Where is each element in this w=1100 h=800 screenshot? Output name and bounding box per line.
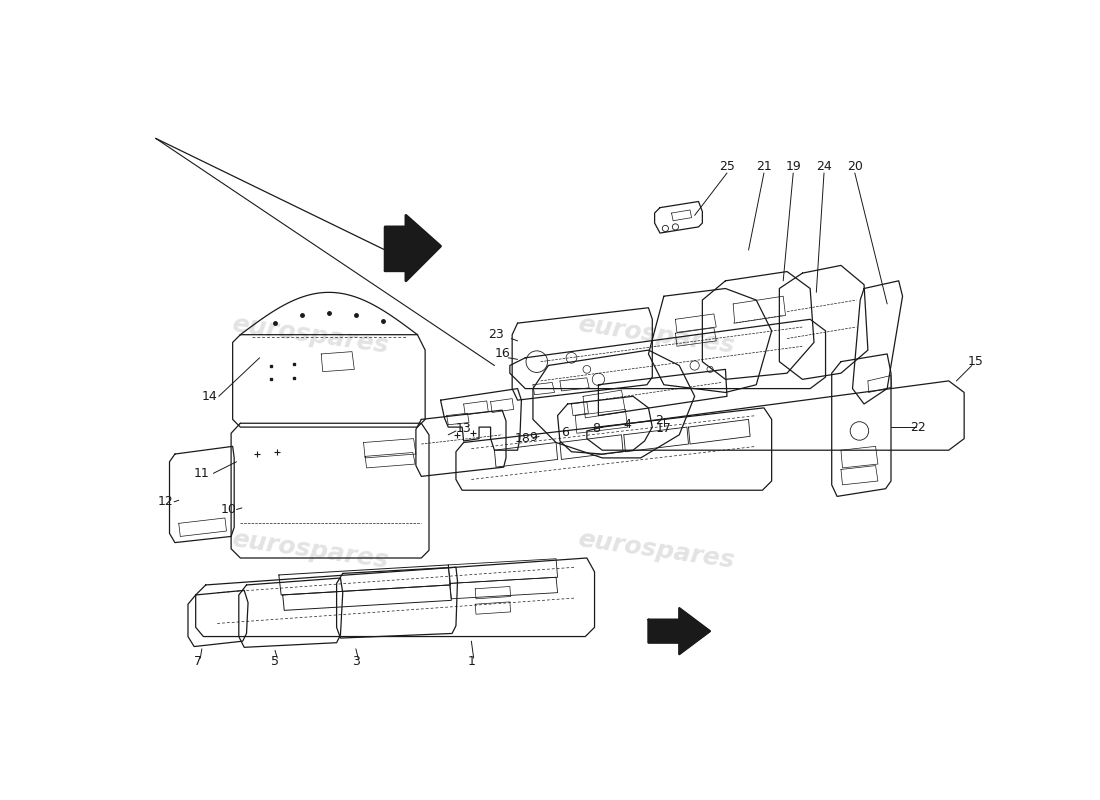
Text: 9: 9 <box>529 430 537 444</box>
Text: eurospares: eurospares <box>576 527 736 573</box>
Polygon shape <box>649 608 711 654</box>
Text: 13: 13 <box>455 422 472 435</box>
Text: 15: 15 <box>968 355 983 368</box>
Text: 20: 20 <box>847 160 862 174</box>
Text: 19: 19 <box>785 160 801 174</box>
Text: 7: 7 <box>194 655 202 669</box>
Text: 8: 8 <box>592 422 601 435</box>
Text: 2: 2 <box>656 414 663 426</box>
Text: eurospares: eurospares <box>230 312 389 358</box>
Text: eurospares: eurospares <box>230 527 389 573</box>
Text: eurospares: eurospares <box>576 312 736 358</box>
Text: 11: 11 <box>194 467 210 480</box>
Text: 3: 3 <box>352 655 360 669</box>
Text: 1: 1 <box>468 655 475 669</box>
Text: 16: 16 <box>494 347 510 361</box>
Text: 10: 10 <box>221 503 236 516</box>
Polygon shape <box>385 215 440 281</box>
Text: 23: 23 <box>488 328 504 341</box>
Text: 4: 4 <box>624 418 631 431</box>
Text: 24: 24 <box>816 160 832 174</box>
Text: 18: 18 <box>515 432 531 445</box>
Text: 12: 12 <box>157 495 174 508</box>
Text: 17: 17 <box>656 422 672 435</box>
Text: 6: 6 <box>561 426 569 439</box>
Text: 22: 22 <box>910 421 926 434</box>
Text: 21: 21 <box>756 160 772 174</box>
Text: 14: 14 <box>201 390 218 403</box>
Text: 25: 25 <box>719 160 735 174</box>
Text: 5: 5 <box>271 655 279 669</box>
